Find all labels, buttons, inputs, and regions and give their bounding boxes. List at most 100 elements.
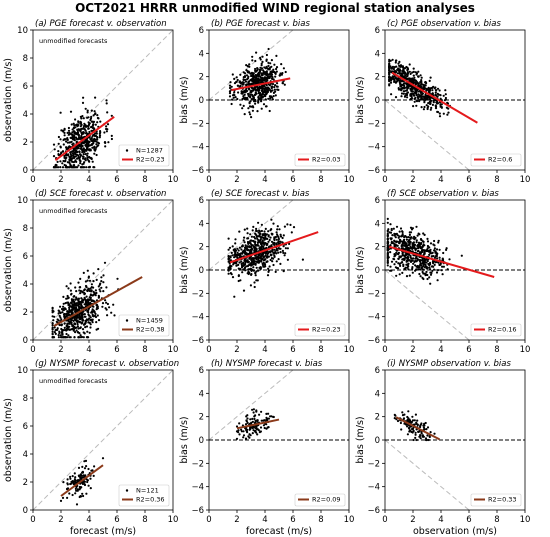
data-point <box>60 318 63 321</box>
data-point <box>88 123 91 126</box>
data-point <box>90 115 93 118</box>
data-point <box>87 467 90 471</box>
panel-title: (h) NYSMP forecast v. bias <box>211 359 323 369</box>
data-point <box>426 267 429 270</box>
legend: R2=0.09 <box>294 493 346 507</box>
data-point <box>408 259 411 262</box>
y-tick-label: 2 <box>199 73 204 83</box>
data-point <box>248 65 251 68</box>
data-point <box>90 157 93 161</box>
data-point <box>236 78 239 82</box>
data-point <box>411 419 415 422</box>
data-point <box>399 85 402 88</box>
data-point <box>408 274 411 277</box>
y-tick-label: 10 <box>17 26 28 36</box>
data-point <box>257 71 260 74</box>
data-point <box>252 429 255 432</box>
data-point <box>429 431 432 434</box>
fit-line <box>54 115 115 162</box>
data-point <box>413 238 416 241</box>
data-point <box>246 232 249 235</box>
data-point <box>72 481 75 484</box>
data-point <box>279 247 282 250</box>
data-point <box>82 271 85 274</box>
data-point <box>94 96 97 99</box>
data-point <box>66 310 69 313</box>
data-point <box>232 263 235 266</box>
data-point <box>401 271 404 274</box>
data-point <box>87 127 90 130</box>
data-point <box>420 79 423 82</box>
data-point <box>438 89 441 92</box>
data-point <box>86 304 89 307</box>
legend-r2: R2=0.03 <box>312 156 341 164</box>
data-point <box>79 166 82 169</box>
data-point <box>257 239 260 242</box>
data-point <box>73 318 77 321</box>
data-point <box>84 107 87 110</box>
data-point <box>81 151 84 154</box>
y-tick-label: 0 <box>375 266 380 276</box>
data-point <box>84 280 87 283</box>
data-point <box>70 292 73 295</box>
data-point <box>395 65 398 68</box>
data-point <box>398 69 401 72</box>
data-point <box>87 298 90 301</box>
data-point <box>80 300 83 304</box>
data-point <box>434 94 437 97</box>
data-point <box>77 281 80 284</box>
data-point <box>424 274 427 277</box>
data-point <box>227 248 230 251</box>
legend-r2: R2=0.38 <box>136 326 165 334</box>
data-point <box>72 142 75 145</box>
data-point <box>88 136 91 139</box>
data-point <box>66 483 69 486</box>
data-point <box>266 426 269 429</box>
data-point <box>276 228 279 231</box>
data-point <box>250 243 253 246</box>
data-point <box>247 107 250 110</box>
y-tick-label: 4 <box>23 110 28 120</box>
data-point <box>242 104 245 107</box>
data-point <box>259 242 263 245</box>
data-point <box>255 256 258 259</box>
data-point <box>233 77 236 80</box>
data-point <box>246 265 249 268</box>
data-point <box>84 129 87 132</box>
data-point <box>275 85 278 88</box>
data-point <box>81 465 84 468</box>
data-point <box>86 116 89 119</box>
data-point <box>261 60 264 64</box>
panel-title: (a) PGE forecast v. observation <box>35 19 167 29</box>
data-point <box>405 275 409 278</box>
data-point <box>69 153 72 156</box>
data-point <box>78 306 81 309</box>
data-point <box>245 97 248 100</box>
data-point <box>84 159 87 162</box>
data-point <box>250 268 253 271</box>
scatter-points <box>386 217 463 285</box>
data-point <box>429 282 432 285</box>
data-point <box>100 286 103 289</box>
data-point <box>425 428 428 431</box>
data-point <box>74 166 77 169</box>
data-point <box>91 319 94 322</box>
data-point <box>416 419 419 422</box>
data-point <box>397 62 400 65</box>
data-point <box>387 228 390 231</box>
data-point <box>253 240 256 243</box>
data-point <box>80 477 83 480</box>
data-point <box>405 238 408 241</box>
data-point <box>397 67 400 70</box>
data-point <box>252 106 255 109</box>
data-point <box>400 428 403 431</box>
data-point <box>406 68 409 72</box>
data-point <box>267 267 270 270</box>
data-point <box>86 269 89 272</box>
data-point <box>411 427 414 430</box>
data-point <box>79 286 82 289</box>
data-point <box>83 313 86 316</box>
data-point <box>78 495 81 499</box>
data-point <box>78 150 81 154</box>
